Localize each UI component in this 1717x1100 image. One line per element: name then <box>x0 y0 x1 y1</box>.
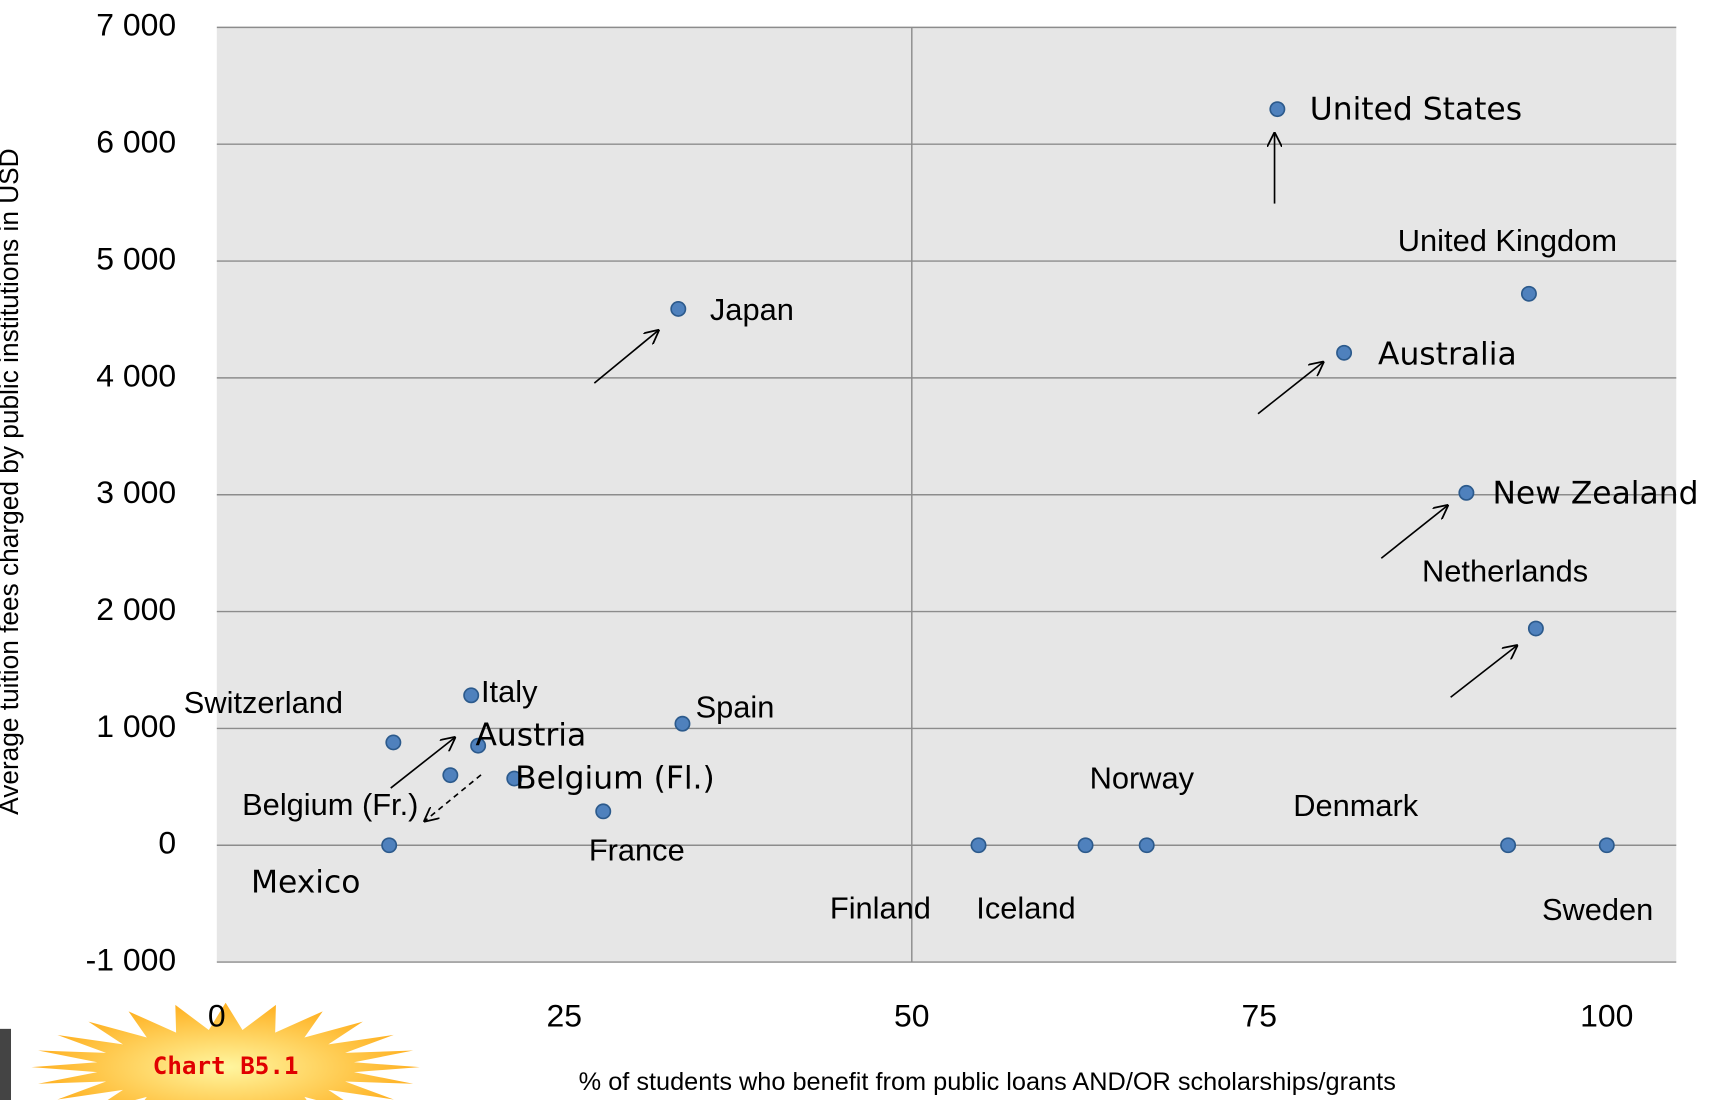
y-tick-label: 5 000 <box>96 241 176 277</box>
point-label: Spain <box>696 689 775 724</box>
arrows <box>390 134 1517 821</box>
point <box>1598 837 1615 854</box>
point <box>506 770 523 787</box>
point <box>1527 620 1544 637</box>
side-strip <box>0 1028 12 1100</box>
point-label: Japan <box>710 292 794 327</box>
y-tick-label: 3 000 <box>96 474 176 510</box>
arrow <box>390 738 455 789</box>
y-tick-label: 1 000 <box>96 708 176 744</box>
badge-star <box>31 1002 420 1100</box>
point <box>381 837 398 854</box>
point <box>1138 837 1155 854</box>
y-tick-label: 6 000 <box>96 124 176 160</box>
point-label: United Kingdom <box>1398 223 1617 258</box>
point-label: Austria <box>475 718 586 754</box>
x-tick-label: 100 <box>1580 997 1633 1033</box>
y-tick-label: -1 000 <box>86 942 177 978</box>
point-label: Netherlands <box>1422 554 1588 589</box>
x-tick-label: 75 <box>1242 997 1278 1033</box>
badge: Chart B5.1 <box>153 1052 299 1080</box>
point <box>1269 101 1286 118</box>
y-tick-label: 2 000 <box>96 591 176 627</box>
point <box>463 687 480 704</box>
x-tick-label: 0 <box>208 997 226 1033</box>
arrow <box>425 774 482 821</box>
y-tick-label: 4 000 <box>96 357 176 393</box>
point-label: New Zealand <box>1492 476 1698 512</box>
arrow <box>1257 362 1323 415</box>
arrow <box>593 331 658 384</box>
point <box>1520 285 1537 302</box>
point <box>674 715 691 732</box>
point <box>470 737 487 754</box>
point-label: Belgium (Fl.) <box>515 760 715 796</box>
x-axis-title: % of students who benefit from public lo… <box>579 1068 1396 1096</box>
point-label: Sweden <box>1542 892 1653 927</box>
grid <box>216 26 1677 963</box>
point <box>1458 484 1475 501</box>
x-tick-label: 50 <box>894 997 930 1033</box>
arrow <box>1380 506 1447 559</box>
point-label: Italy <box>481 674 538 709</box>
point <box>442 767 459 784</box>
point-label: Switzerland <box>184 685 343 720</box>
point-label: United States <box>1310 92 1522 128</box>
point-label: Norway <box>1090 761 1195 796</box>
point <box>385 734 402 751</box>
y-tick-label: 0 <box>158 825 176 861</box>
point <box>970 837 987 854</box>
point-label: Mexico <box>251 864 360 900</box>
point <box>1500 837 1517 854</box>
point <box>670 301 687 317</box>
point-label: France <box>589 833 685 868</box>
point-label: Finland <box>830 891 931 926</box>
y-axis-title: Average tuition fees charged by public i… <box>0 148 24 814</box>
point-label: Australia <box>1378 337 1517 373</box>
point <box>595 803 612 820</box>
point <box>1336 344 1353 361</box>
point-label: Denmark <box>1293 788 1419 823</box>
point-label: Belgium (Fr.) <box>242 787 418 822</box>
x-tick-label: 25 <box>547 997 583 1033</box>
y-tick-label: 7 000 <box>96 7 176 43</box>
point <box>1077 837 1094 854</box>
arrow <box>1450 646 1517 698</box>
point-label: Iceland <box>976 891 1075 926</box>
